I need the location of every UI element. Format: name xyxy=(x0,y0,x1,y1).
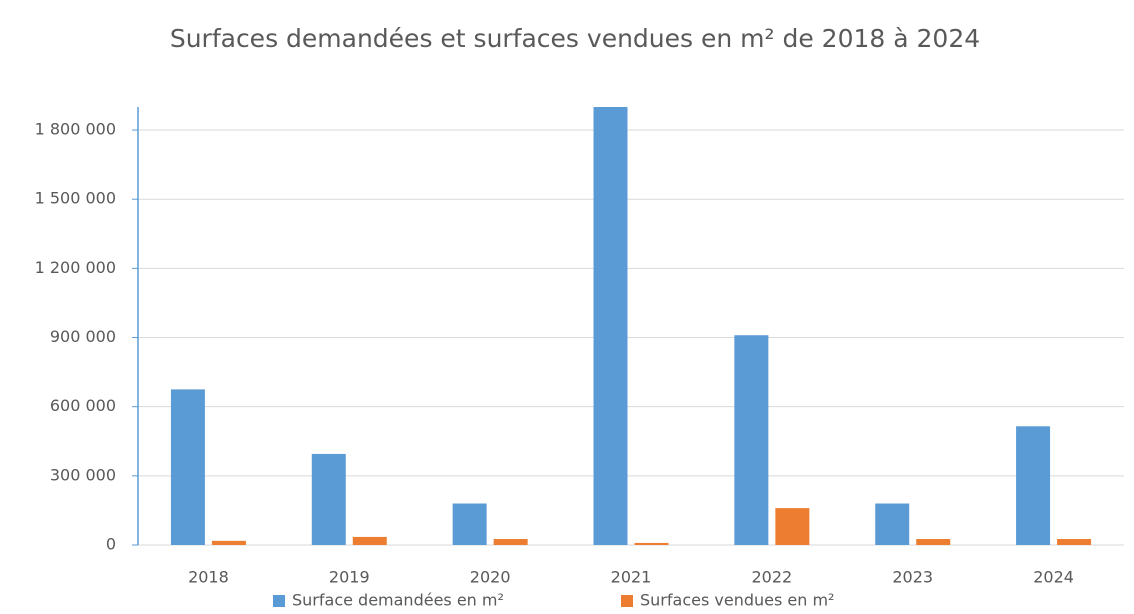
x-tick-label: 2023 xyxy=(892,568,933,587)
bar xyxy=(593,107,628,545)
bar xyxy=(634,542,669,545)
x-tick-label: 2020 xyxy=(470,568,511,587)
bar xyxy=(734,335,769,545)
bar xyxy=(775,508,810,545)
y-tick-label: 1 200 000 xyxy=(35,258,116,277)
y-tick-label: 1 500 000 xyxy=(35,189,116,208)
bar xyxy=(352,536,387,545)
bar xyxy=(1016,426,1051,545)
bar xyxy=(916,539,951,545)
chart-title: Surfaces demandées et surfaces vendues e… xyxy=(170,24,980,53)
bar xyxy=(211,540,246,545)
bar xyxy=(311,453,346,545)
legend-label: Surface demandées en m² xyxy=(292,591,504,610)
x-tick-label: 2024 xyxy=(1033,568,1074,587)
x-tick-label: 2018 xyxy=(188,568,229,587)
legend-swatch xyxy=(273,595,285,607)
y-tick-label: 300 000 xyxy=(50,465,116,484)
bar xyxy=(493,539,528,545)
bar xyxy=(1057,539,1092,545)
x-tick-label: 2022 xyxy=(751,568,792,587)
y-tick-label: 900 000 xyxy=(50,327,116,346)
bar xyxy=(875,503,910,545)
y-tick-label: 0 xyxy=(106,535,116,554)
x-tick-label: 2019 xyxy=(329,568,370,587)
bar xyxy=(452,503,487,545)
y-tick-label: 1 800 000 xyxy=(35,120,116,139)
legend-label: Surfaces vendues en m² xyxy=(640,591,834,610)
y-tick-label: 600 000 xyxy=(50,396,116,415)
bar xyxy=(170,389,205,545)
legend-swatch xyxy=(621,595,633,607)
x-tick-label: 2021 xyxy=(611,568,652,587)
